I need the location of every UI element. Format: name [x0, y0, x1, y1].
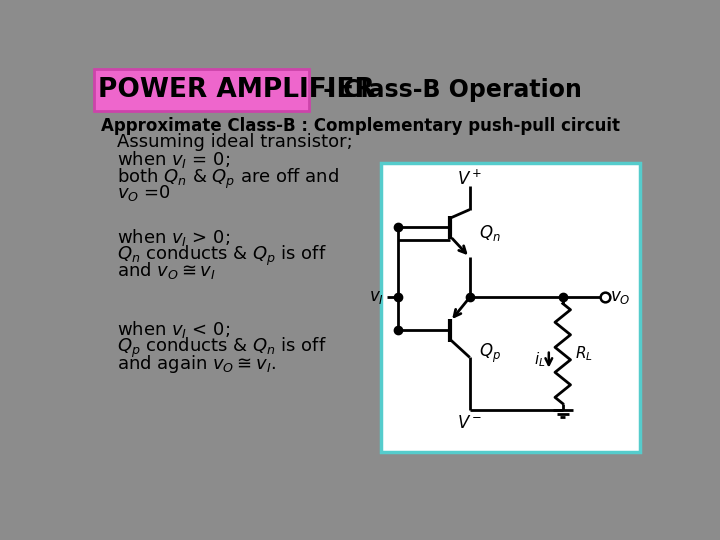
Text: $i_L$: $i_L$ [534, 350, 546, 369]
Text: and $v_O \cong v_I$: and $v_O \cong v_I$ [117, 260, 216, 281]
Text: $v_O$: $v_O$ [610, 288, 631, 306]
FancyBboxPatch shape [94, 69, 310, 111]
Text: when $v_I$ < 0;: when $v_I$ < 0; [117, 319, 230, 340]
Text: $Q_p$ conducts & $Q_n$ is off: $Q_p$ conducts & $Q_n$ is off [117, 336, 327, 360]
Text: Assuming ideal transistor;: Assuming ideal transistor; [117, 132, 353, 151]
Text: $v_I$: $v_I$ [369, 288, 384, 306]
Text: $R_L$: $R_L$ [575, 344, 593, 363]
Text: Approximate Class-B : Complementary push-pull circuit: Approximate Class-B : Complementary push… [101, 117, 620, 135]
Text: $V^-$: $V^-$ [457, 414, 482, 432]
Text: POWER AMPLIFIER: POWER AMPLIFIER [98, 77, 374, 103]
Text: $v_O$ =0: $v_O$ =0 [117, 184, 171, 204]
Text: $V^+$: $V^+$ [457, 169, 482, 188]
Text: $Q_n$: $Q_n$ [479, 224, 500, 244]
Text: both $Q_n$ & $Q_p$ are off and: both $Q_n$ & $Q_p$ are off and [117, 166, 339, 191]
Text: when $v_I$ = 0;: when $v_I$ = 0; [117, 150, 230, 171]
Text: $Q_p$: $Q_p$ [479, 342, 501, 365]
Text: – Class-B Operation: – Class-B Operation [315, 78, 582, 102]
Bar [381, 164, 640, 452]
Text: and again $v_O \cong v_I$.: and again $v_O \cong v_I$. [117, 353, 276, 375]
Text: when $v_I$ > 0;: when $v_I$ > 0; [117, 226, 230, 247]
Text: $Q_n$ conducts & $Q_p$ is off: $Q_n$ conducts & $Q_p$ is off [117, 244, 327, 268]
